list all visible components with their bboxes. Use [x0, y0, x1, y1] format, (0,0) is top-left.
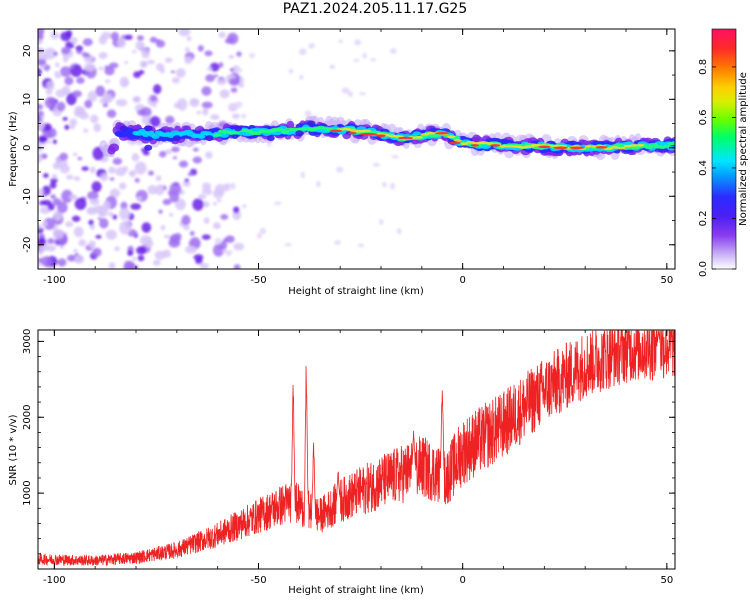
- spectrogram-xtick-label: -100: [43, 275, 66, 286]
- colorbar-tick-label: 0.8: [698, 59, 709, 75]
- spectrogram-frame: [37, 28, 676, 270]
- colorbar-tick-label: 0.4: [698, 160, 709, 176]
- spectrogram-ytick-label: 20: [22, 44, 33, 57]
- spectrogram-ytick-label: 0: [22, 145, 33, 151]
- snr-ytick-label: 1000: [22, 480, 33, 505]
- spectrogram-ylabel: Frequency (Hz): [8, 111, 19, 187]
- spectrogram-blobs: [38, 29, 402, 269]
- spectrogram-xtick-label: 0: [459, 275, 465, 286]
- snr-xtick-label: 0: [459, 575, 465, 586]
- snr-xtick-label: -50: [250, 575, 266, 586]
- spectrogram-ytick-label: -10: [22, 188, 33, 204]
- chart-title: PAZ1.2024.205.11.17.G25: [282, 1, 468, 17]
- spectrogram-xtick-label: -50: [250, 275, 266, 286]
- snr-panel: [38, 330, 675, 567]
- colorbar-label: Normalized spectral amplitude: [738, 72, 749, 226]
- snr-series-line: [38, 330, 675, 567]
- snr-frame: [37, 329, 676, 570]
- snr-axes: -100 -50 0 50 1000 2000 3000: [22, 329, 675, 586]
- colorbar-tick-label: 0.6: [698, 109, 709, 125]
- colorbar-tick-label: 0.0: [698, 261, 709, 277]
- colorbar-tick-label: 0.2: [698, 211, 709, 227]
- spectral-ridge: [99, 115, 675, 161]
- snr-ylabel: SNR (10 * v/v): [8, 414, 19, 485]
- spectrogram-panel: [38, 29, 675, 269]
- spectrogram-ytick-label: 10: [22, 93, 33, 106]
- colorbar: [712, 29, 736, 269]
- colorbar-axes: 0.0 0.2 0.4 0.6 0.8: [698, 28, 737, 277]
- spectrogram-ytick-label: -20: [22, 237, 33, 253]
- snr-ytick-label: 3000: [22, 329, 33, 354]
- snr-xlabel: Height of straight line (km): [288, 585, 424, 596]
- snr-xtick-label: 50: [660, 575, 673, 586]
- snr-xtick-label: -100: [43, 575, 66, 586]
- snr-ytick-label: 2000: [22, 405, 33, 430]
- spectrogram-xtick-label: 50: [660, 275, 673, 286]
- spectrogram-xlabel: Height of straight line (km): [288, 286, 424, 297]
